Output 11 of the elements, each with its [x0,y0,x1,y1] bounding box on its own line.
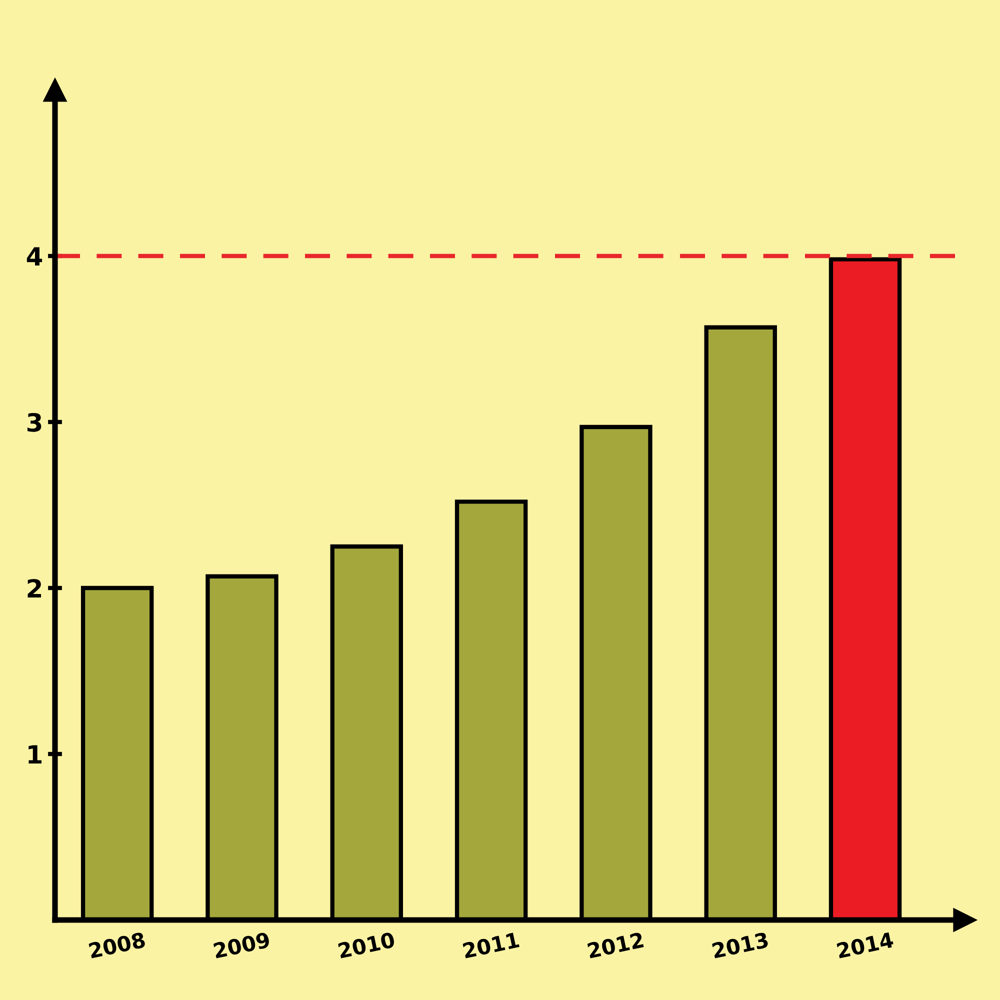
y-tick-label: 2 [28,578,42,598]
y-tick-label: 4 [26,247,42,266]
x-tick-label: 2008 [88,932,146,959]
y-tick-label: 1 [28,745,42,764]
x-tick-label: 2011 [462,932,520,959]
x-tick-label: 2013 [712,932,769,959]
x-tick-label: 2012 [587,932,644,959]
x-tick-label: 2009 [213,932,270,959]
y-tick-label: 3 [27,412,42,432]
x-tick-label: 2014 [836,932,894,959]
x-tick-label: 2010 [338,932,396,959]
